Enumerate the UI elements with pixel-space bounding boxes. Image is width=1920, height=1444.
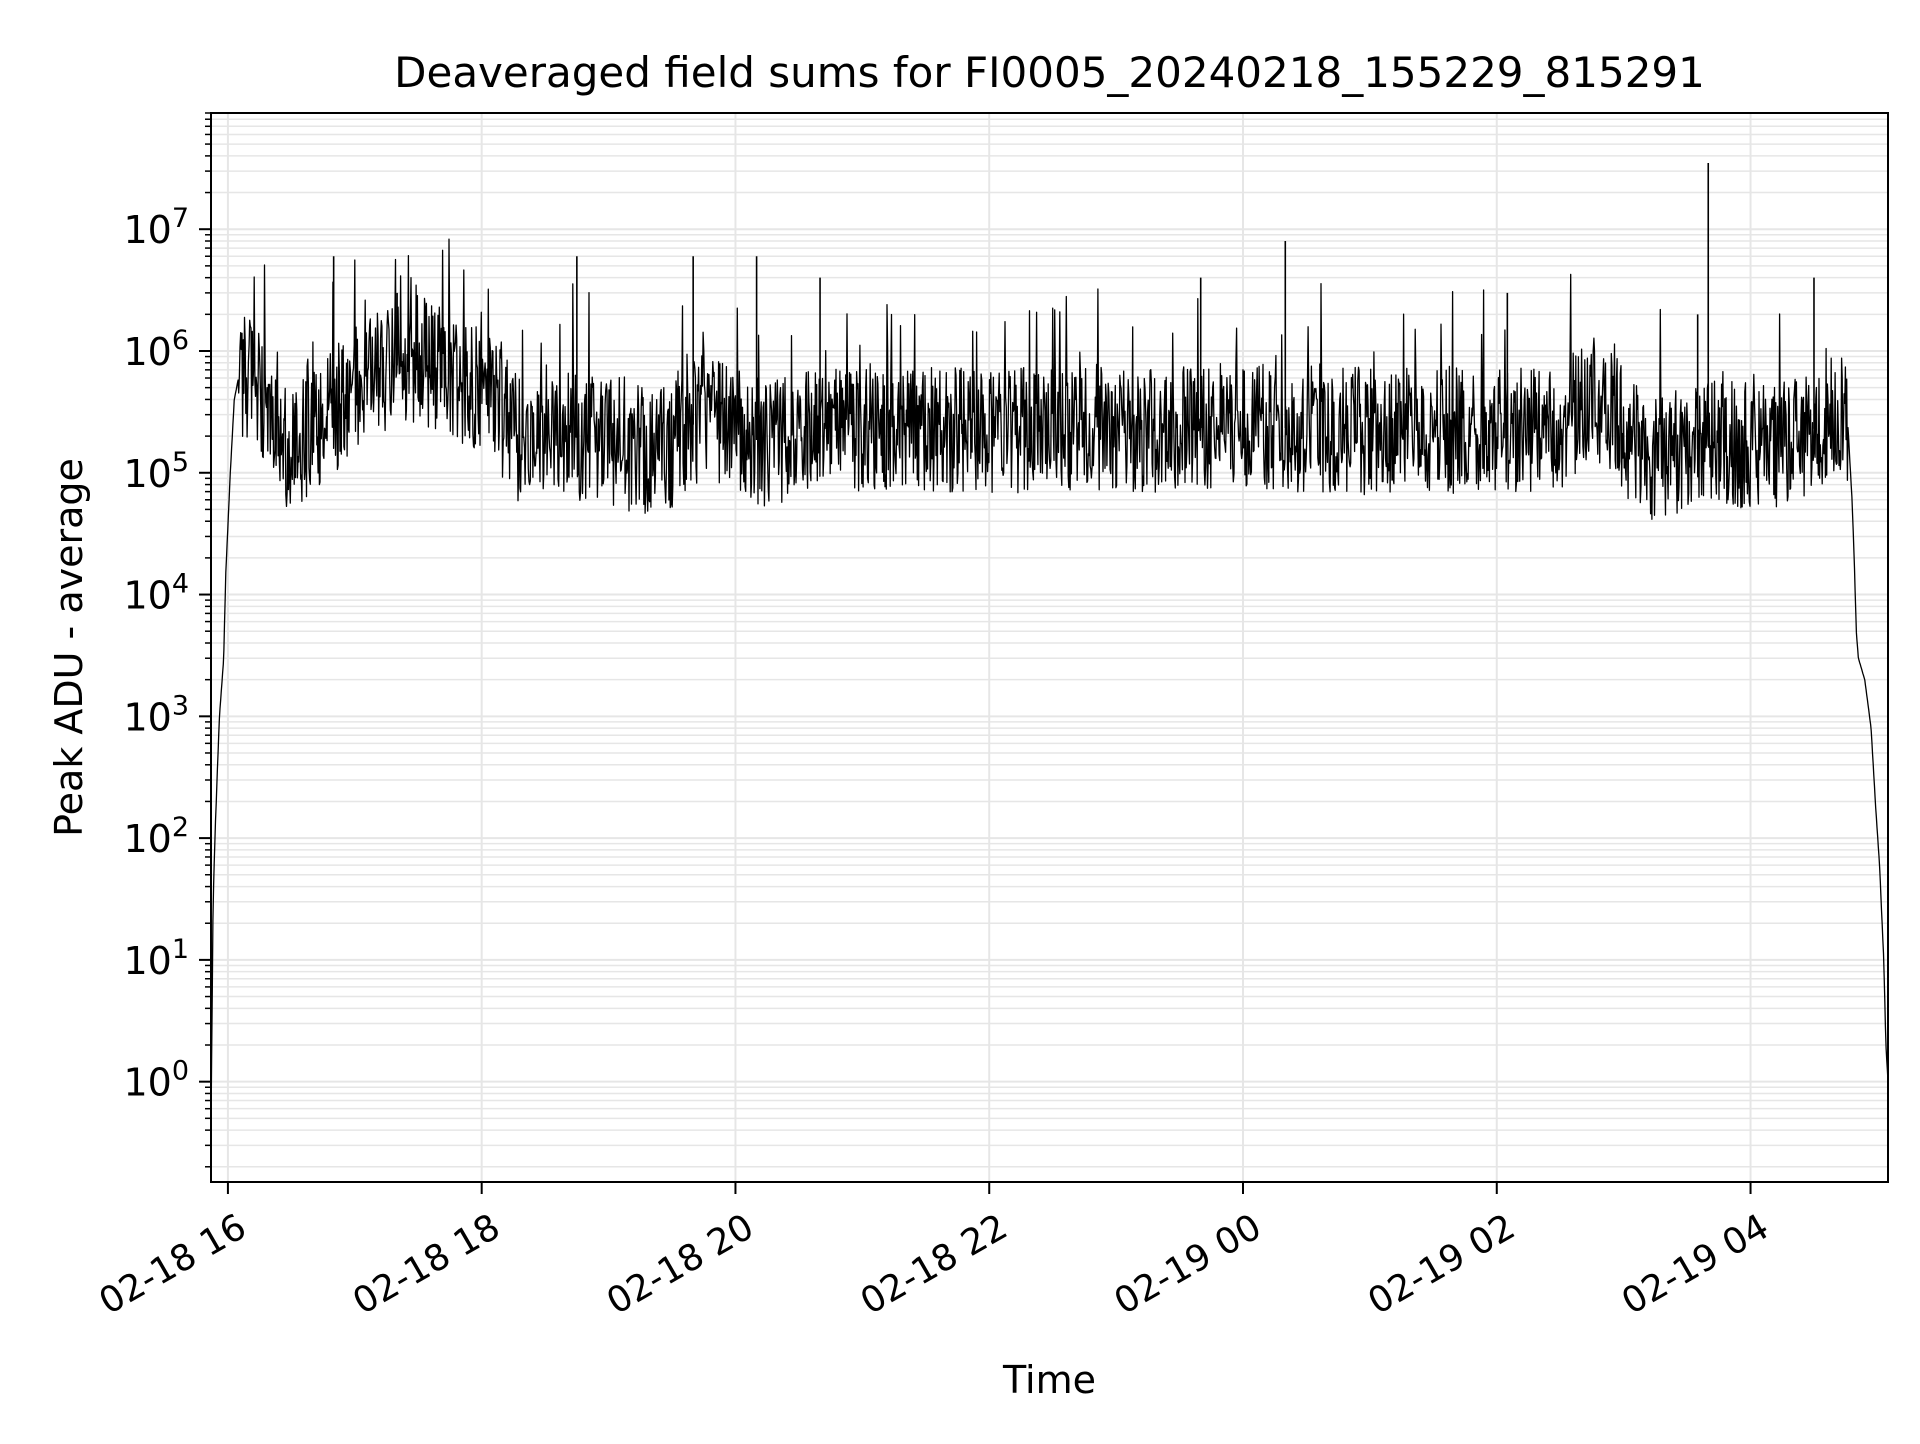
y-tick-label: 106 bbox=[123, 325, 189, 374]
y-tick-label: 104 bbox=[123, 569, 189, 618]
chart-title: Deaveraged field sums for FI0005_2024021… bbox=[394, 48, 1705, 97]
y-axis-label: Peak ADU - average bbox=[47, 458, 91, 837]
y-tick-label: 102 bbox=[123, 812, 189, 861]
y-tick-label: 103 bbox=[123, 690, 189, 739]
y-tick-label: 105 bbox=[123, 447, 189, 496]
y-tick-label: 107 bbox=[123, 203, 189, 252]
plot-frame bbox=[210, 112, 1889, 1183]
y-tick-label: 101 bbox=[123, 934, 189, 983]
y-tick-label: 100 bbox=[123, 1056, 189, 1105]
x-axis-label: Time bbox=[1002, 1358, 1096, 1402]
series-line bbox=[210, 238, 1889, 1131]
series-layer bbox=[210, 162, 1889, 1131]
grid-layer bbox=[211, 112, 1888, 1182]
